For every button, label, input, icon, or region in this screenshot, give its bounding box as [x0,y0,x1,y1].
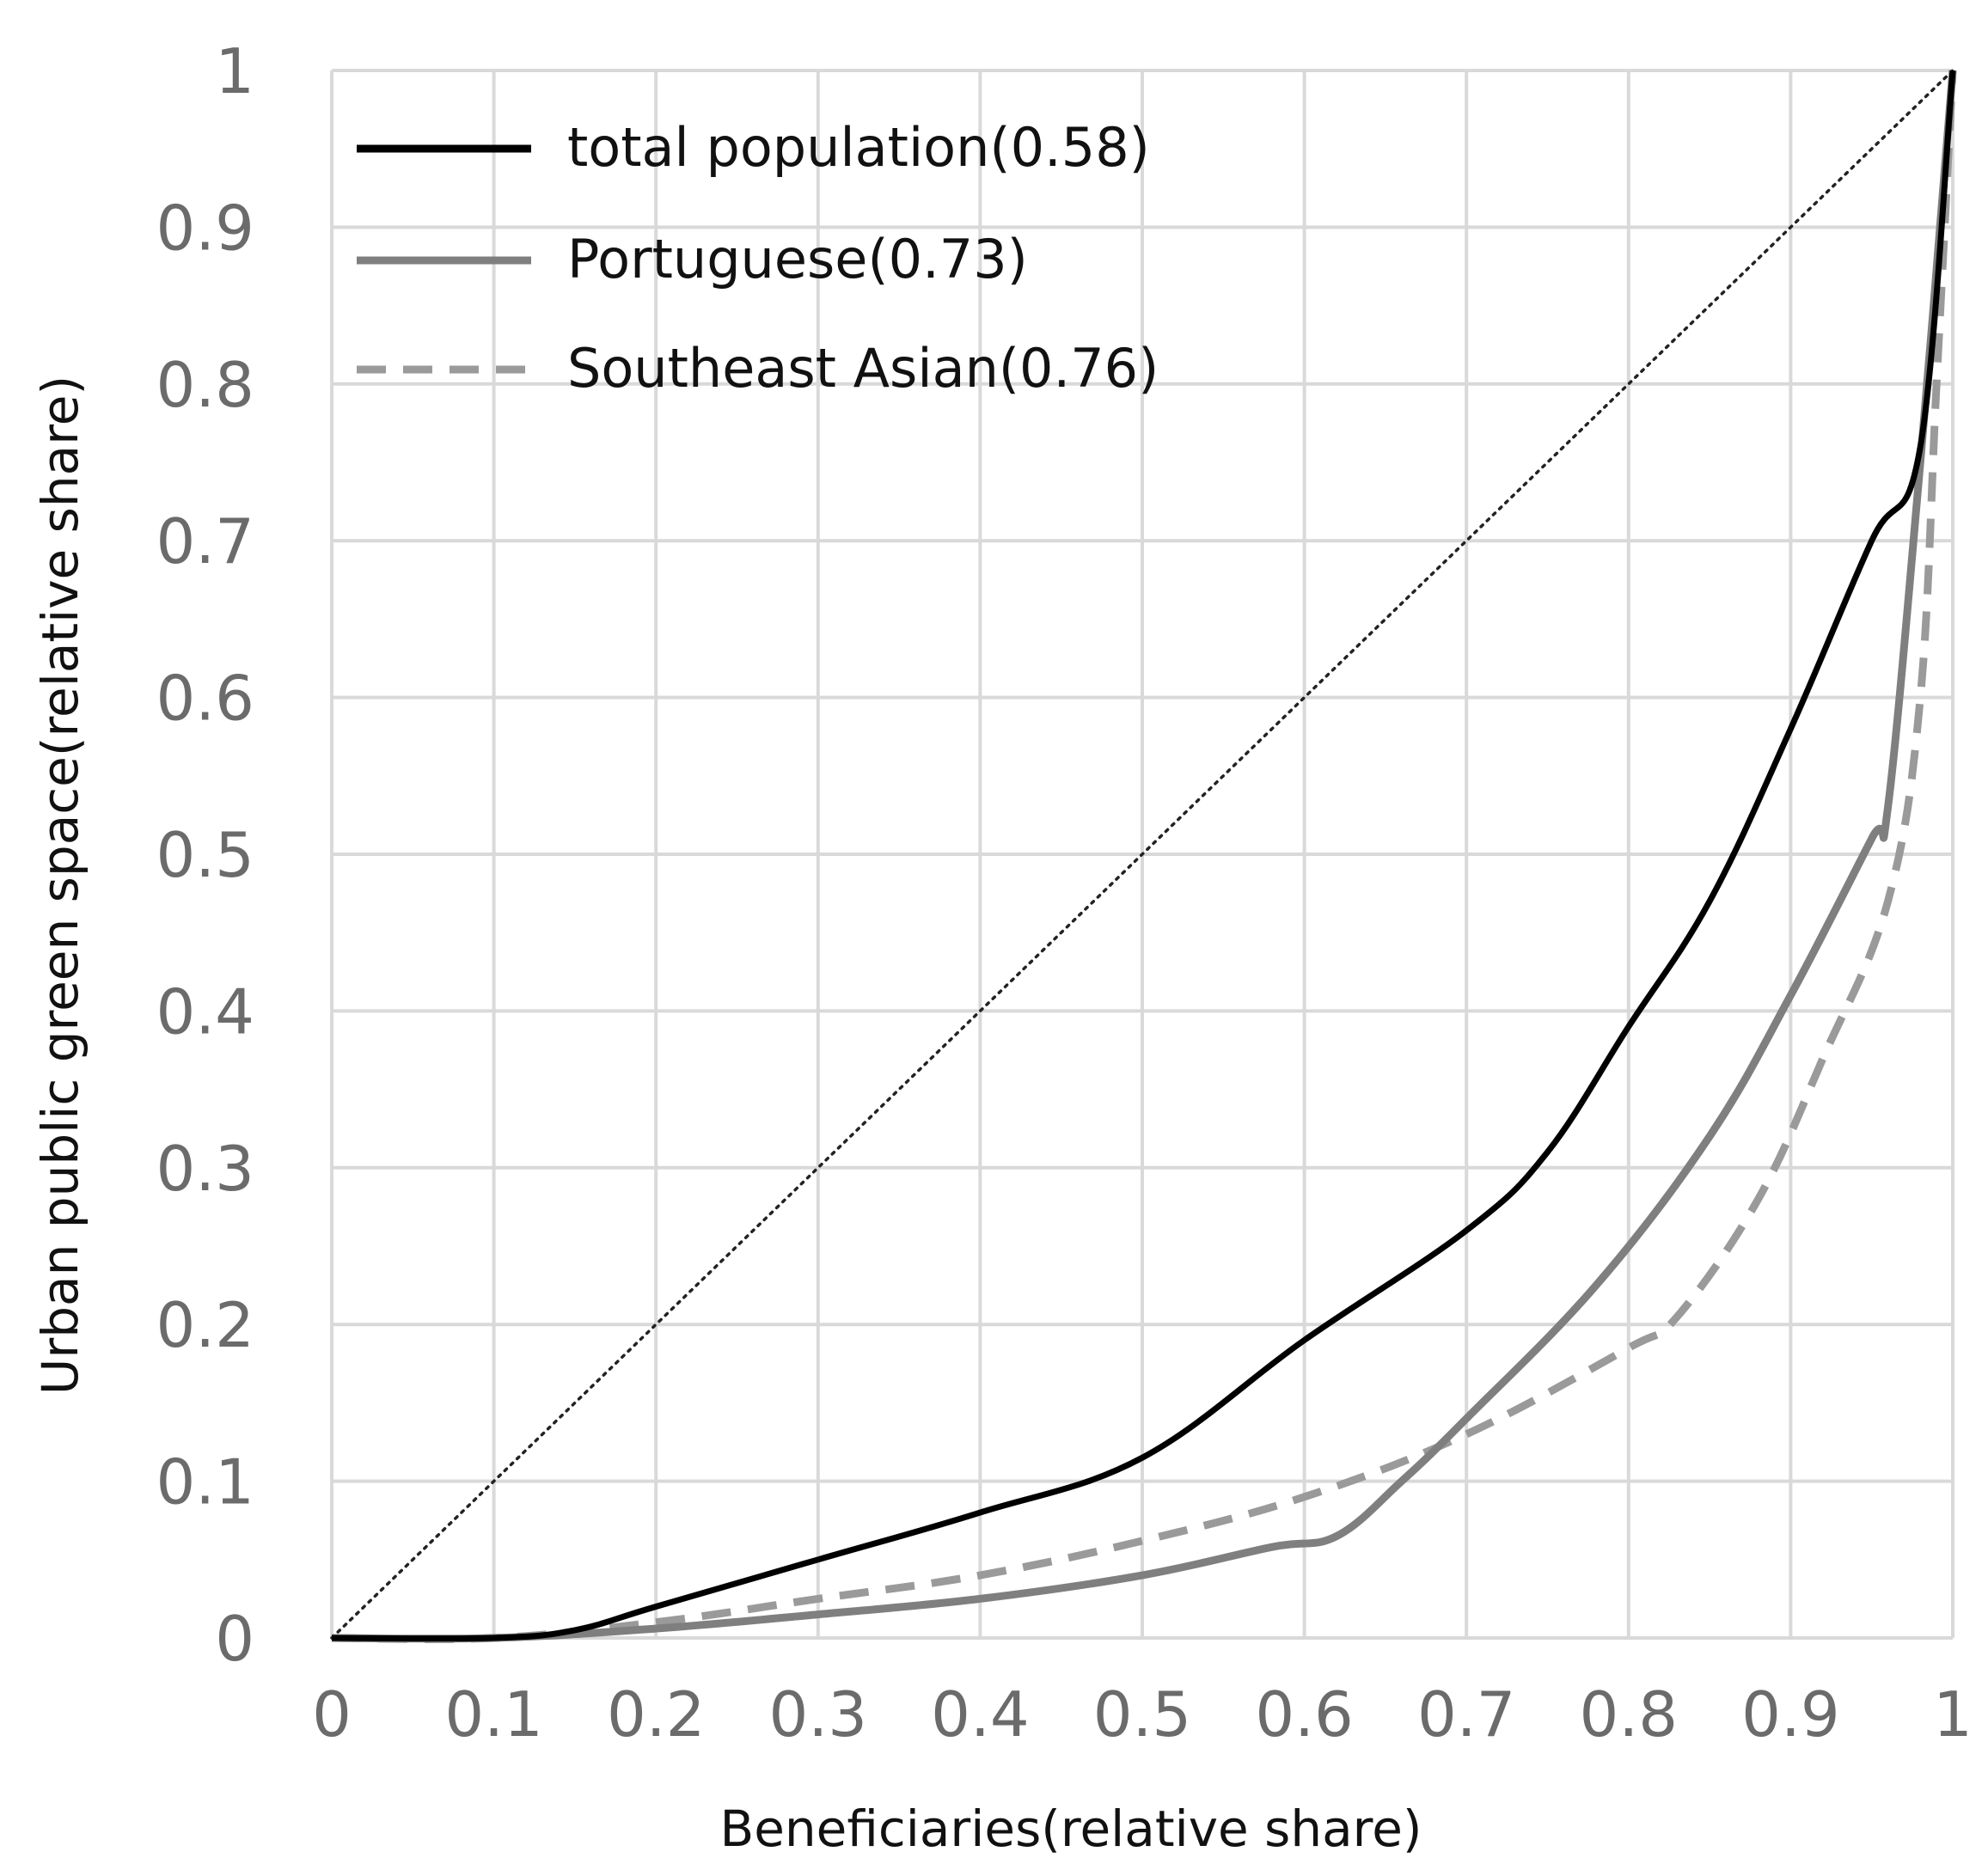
y-tick-label: 0.1 [156,1446,254,1519]
series-line-total-population [331,70,1956,1642]
x-tick-label: 0.1 [444,1678,543,1751]
y-tick-label: 0.7 [156,505,254,578]
series-line-portuguese [331,70,1957,1643]
x-tick-label: 0.6 [1255,1678,1354,1751]
legend-label-southeast-asian: Southeast Asian(0.76) [567,337,1159,400]
series-lines [331,70,1957,1643]
x-tick-label: 0.4 [931,1678,1030,1751]
x-tick-label: 0.5 [1093,1678,1192,1751]
x-axis-title: Beneficiaries(relative share) [719,1800,1422,1858]
x-tick-label: 0.3 [769,1678,868,1751]
y-tick-label: 0.9 [156,192,254,264]
y-tick-label: 0 [215,1603,254,1675]
x-tick-label: 0.8 [1580,1678,1679,1751]
legend: total population(0.58) Portuguese(0.73) … [357,116,1159,400]
x-axis-ticks: 0 0.1 0.2 0.3 0.4 0.5 0.6 0.7 0.8 0.9 1 [312,1678,1973,1751]
x-tick-label: 0.9 [1741,1678,1840,1751]
grid-lines [330,69,1954,1640]
equality-line [330,69,1954,1640]
equality-line-group [330,69,1954,1640]
y-tick-label: 0.6 [156,663,254,735]
series-line-southeast-asian [331,70,1957,1643]
legend-label-portuguese: Portuguese(0.73) [567,228,1028,290]
x-tick-label: 0 [312,1678,352,1751]
y-tick-label: 0.3 [156,1133,254,1205]
x-tick-label: 0.7 [1417,1678,1516,1751]
y-axis-ticks: 0 0.1 0.2 0.3 0.4 0.5 0.6 0.7 0.8 0.9 1 [156,35,254,1675]
y-tick-label: 1 [215,35,254,107]
y-tick-label: 0.8 [156,349,254,421]
legend-label-total-population: total population(0.58) [567,116,1150,179]
y-tick-label: 0.5 [156,819,254,891]
y-tick-label: 0.4 [156,975,254,1048]
y-axis-title: Urban public green space(relative share) [31,376,89,1395]
x-tick-label: 1 [1933,1678,1973,1751]
y-tick-label: 0.2 [156,1289,254,1361]
x-tick-label: 0.2 [607,1678,706,1751]
